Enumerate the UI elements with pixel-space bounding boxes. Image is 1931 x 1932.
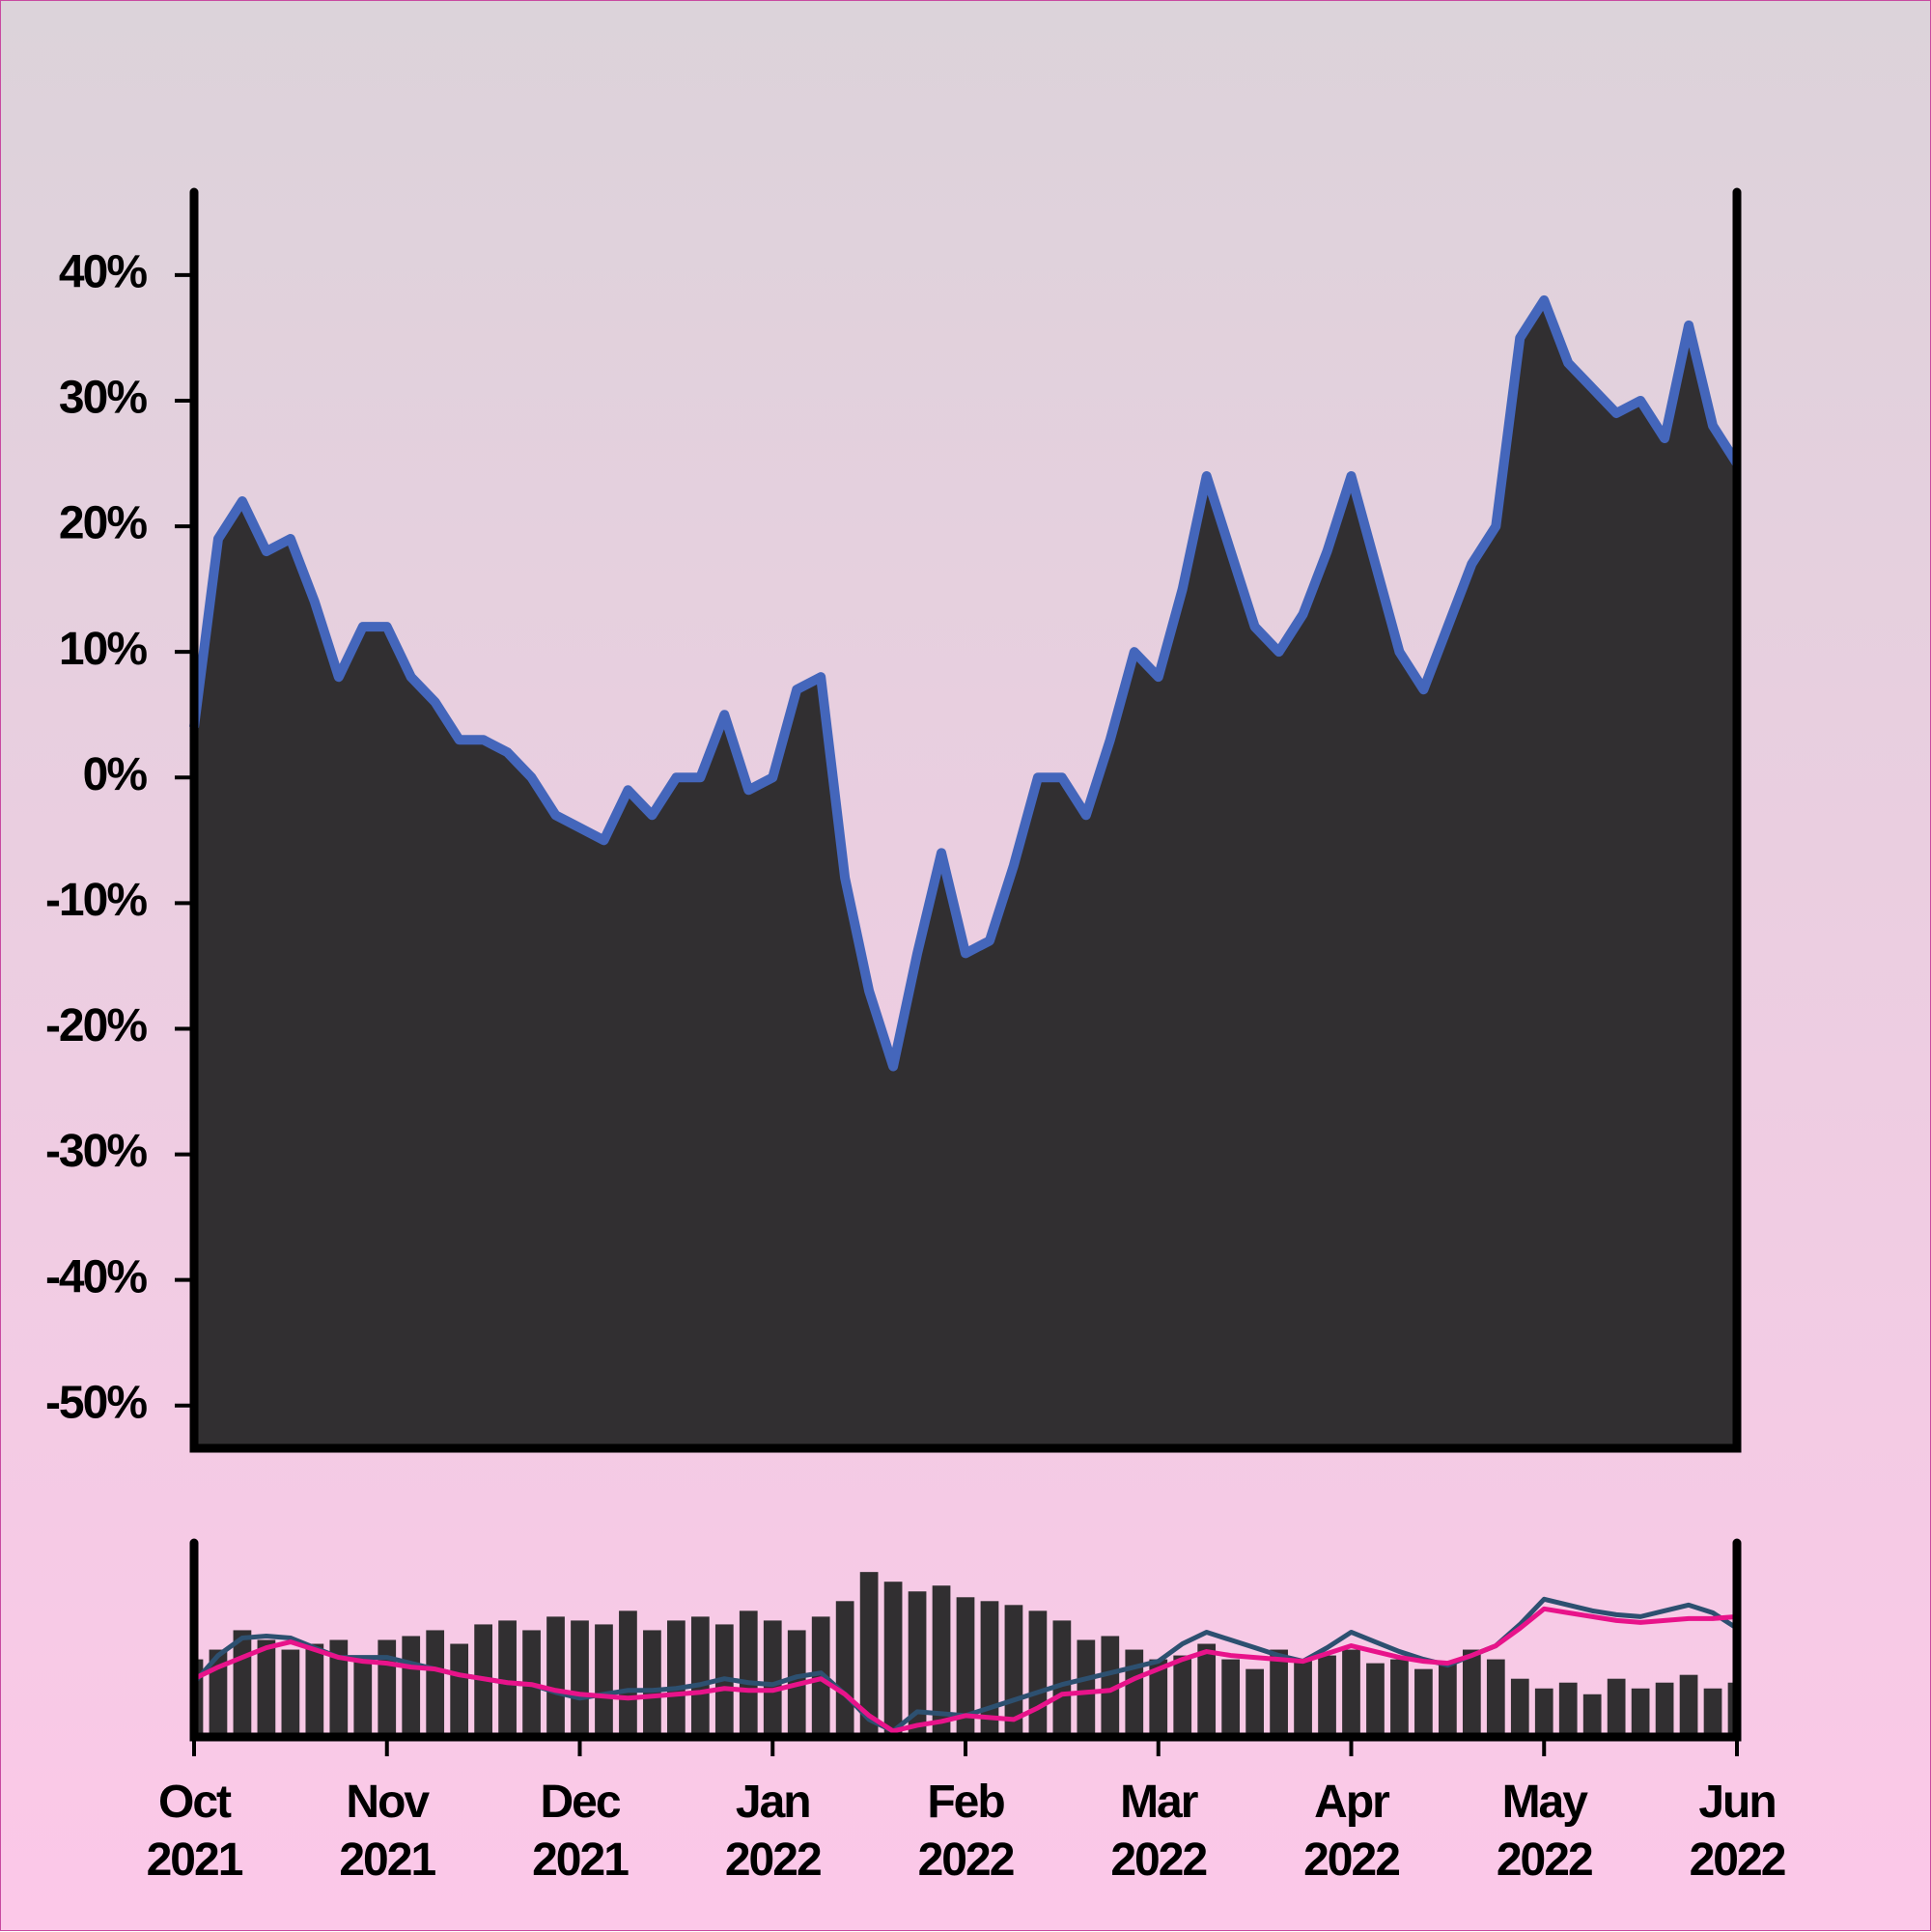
bar <box>835 1601 854 1737</box>
bar <box>859 1572 879 1737</box>
y-tick-label: 0% <box>83 749 148 800</box>
bar <box>619 1610 637 1737</box>
bar <box>1221 1659 1241 1737</box>
bar <box>1534 1688 1553 1737</box>
bar <box>1101 1636 1120 1737</box>
area <box>194 299 1737 1448</box>
y-tick-label: -10% <box>45 875 147 926</box>
bar <box>402 1636 421 1737</box>
bar <box>1245 1668 1264 1737</box>
x-tick-label: May 2022 <box>1496 1777 1594 1886</box>
moving-average <box>194 1606 1737 1734</box>
bar <box>1510 1678 1529 1737</box>
bar <box>1173 1655 1192 1737</box>
bar <box>667 1620 686 1737</box>
bar <box>1679 1674 1698 1737</box>
bar <box>1197 1643 1217 1737</box>
bar <box>1558 1682 1578 1737</box>
bar <box>908 1591 927 1737</box>
axis <box>189 1538 1742 1742</box>
y-tick-label: 20% <box>59 498 147 549</box>
bar <box>305 1643 324 1737</box>
bar <box>1655 1682 1674 1737</box>
bar <box>1414 1668 1433 1737</box>
bar <box>763 1620 782 1737</box>
bar <box>1342 1649 1360 1737</box>
bar <box>281 1649 300 1737</box>
bar <box>1607 1678 1626 1737</box>
plot <box>194 1572 1737 1737</box>
bar <box>426 1630 445 1737</box>
bar <box>1028 1610 1048 1737</box>
bar <box>643 1630 661 1737</box>
y-tick-label: -40% <box>45 1251 147 1302</box>
bar <box>546 1616 565 1737</box>
bar <box>1149 1659 1168 1737</box>
bar <box>980 1601 999 1737</box>
bar <box>1294 1659 1312 1737</box>
bar <box>233 1630 252 1737</box>
bar <box>1270 1649 1288 1737</box>
bar <box>1390 1659 1409 1737</box>
bar <box>571 1620 589 1737</box>
y-tick-label: 40% <box>59 247 147 298</box>
line <box>189 294 1742 1072</box>
bar <box>498 1620 517 1737</box>
bar <box>378 1639 397 1737</box>
bar <box>1703 1688 1722 1737</box>
bar <box>450 1643 469 1737</box>
bar <box>194 1659 204 1737</box>
y-tick-label: 30% <box>59 373 147 424</box>
bar <box>1631 1688 1650 1737</box>
bar <box>883 1582 903 1737</box>
x-tick-label: Nov 2021 <box>339 1777 436 1886</box>
bar <box>1366 1663 1385 1737</box>
x-tick-label: Oct 2021 <box>146 1777 244 1886</box>
bar <box>1052 1620 1072 1737</box>
bar <box>932 1585 951 1737</box>
bar <box>1462 1649 1481 1737</box>
bar <box>1125 1649 1144 1737</box>
axis <box>189 187 1742 1453</box>
bar <box>1727 1682 1737 1737</box>
x-tick-label: Mar 2022 <box>1110 1777 1208 1886</box>
x-tick-label: Feb 2022 <box>917 1777 1016 1886</box>
bar <box>739 1610 758 1737</box>
bar <box>1582 1694 1602 1737</box>
x-tick-label: Jun 2022 <box>1689 1777 1787 1886</box>
y-tick-label: -20% <box>45 1000 147 1051</box>
y-tick-label: -30% <box>45 1126 147 1177</box>
bar <box>595 1624 613 1737</box>
y-tick-label: -50% <box>45 1377 147 1428</box>
bar <box>956 1597 975 1737</box>
bar <box>1486 1659 1505 1737</box>
y-tick-label: 10% <box>59 624 147 675</box>
bar <box>353 1655 373 1737</box>
bar <box>257 1639 276 1737</box>
bar <box>329 1639 349 1737</box>
x-tick-label: Jan 2022 <box>724 1777 823 1886</box>
bar <box>1439 1663 1457 1737</box>
x-tick-label: Apr 2022 <box>1303 1777 1401 1886</box>
bar <box>690 1616 710 1737</box>
x-tick-label: Dec 2021 <box>532 1777 630 1886</box>
bar <box>1318 1655 1336 1737</box>
bar <box>1077 1639 1096 1737</box>
